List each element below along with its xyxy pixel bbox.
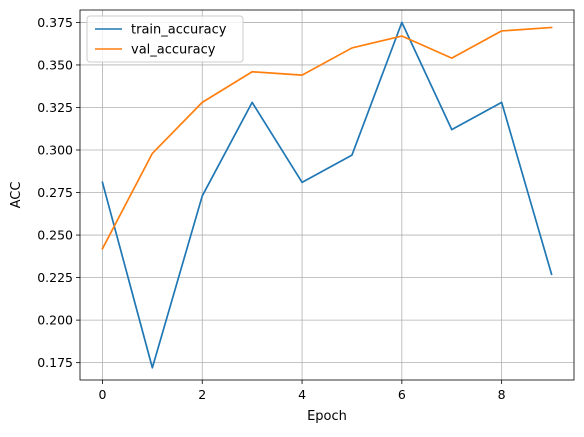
series-layer — [101, 21, 553, 369]
y-tick-label: 0.350 — [37, 57, 73, 72]
x-tick-label: 4 — [298, 387, 306, 402]
ticks: 0 2 4 6 8 0.175 0.200 0.225 0.250 0.275 0.300 0.325… — [37, 15, 505, 402]
y-tick-label: 0.275 — [37, 185, 73, 200]
x-tick-label: 8 — [498, 387, 506, 402]
legend-box — [86, 15, 244, 63]
y-tick-label: 0.175 — [37, 355, 73, 370]
legend-label-val-accuracy: val_accuracy — [131, 43, 216, 58]
legend-label-train-accuracy: train_accuracy — [131, 23, 227, 38]
y-tick-label: 0.325 — [37, 100, 73, 115]
y-tick-label: 0.300 — [37, 143, 73, 158]
x-tick-label: 0 — [98, 387, 106, 402]
y-tick-label: 0.375 — [37, 15, 73, 30]
x-tick-label: 6 — [398, 387, 406, 402]
x-tick-label: 2 — [198, 387, 206, 402]
legend: train_accuracy val_accuracy — [86, 15, 244, 63]
y-tick-label: 0.200 — [37, 313, 73, 328]
y-tick-label: 0.250 — [37, 228, 73, 243]
y-tick-label: 0.225 — [37, 270, 73, 285]
plot-frame — [79, 9, 575, 381]
grid — [80, 10, 574, 380]
series-line-train-accuracy — [101, 21, 553, 369]
series-line-val-accuracy — [101, 26, 553, 250]
x-axis-label: Epoch — [307, 409, 347, 424]
y-axis-label: ACC — [9, 182, 24, 209]
